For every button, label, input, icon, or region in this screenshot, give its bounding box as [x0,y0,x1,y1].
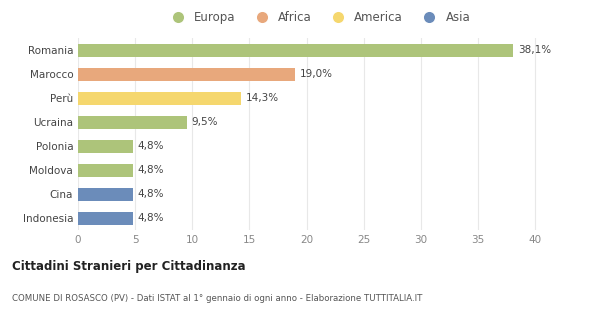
Bar [78,188,133,201]
Text: 4,8%: 4,8% [137,165,164,175]
Bar [78,212,133,225]
Text: COMUNE DI ROSASCO (PV) - Dati ISTAT al 1° gennaio di ogni anno - Elaborazione TU: COMUNE DI ROSASCO (PV) - Dati ISTAT al 1… [12,294,422,303]
Text: 4,8%: 4,8% [137,189,164,199]
Bar [78,116,187,129]
Text: Cittadini Stranieri per Cittadinanza: Cittadini Stranieri per Cittadinanza [12,260,245,273]
Bar [78,92,241,105]
Bar [78,164,133,177]
Text: 38,1%: 38,1% [518,45,551,55]
Text: 9,5%: 9,5% [191,117,218,127]
Bar [78,44,514,57]
Legend: Europa, Africa, America, Asia: Europa, Africa, America, Asia [161,6,475,29]
Text: 14,3%: 14,3% [246,93,279,103]
Text: 19,0%: 19,0% [300,69,333,79]
Bar [78,68,295,81]
Text: 4,8%: 4,8% [137,141,164,151]
Bar [78,140,133,153]
Text: 4,8%: 4,8% [137,213,164,223]
